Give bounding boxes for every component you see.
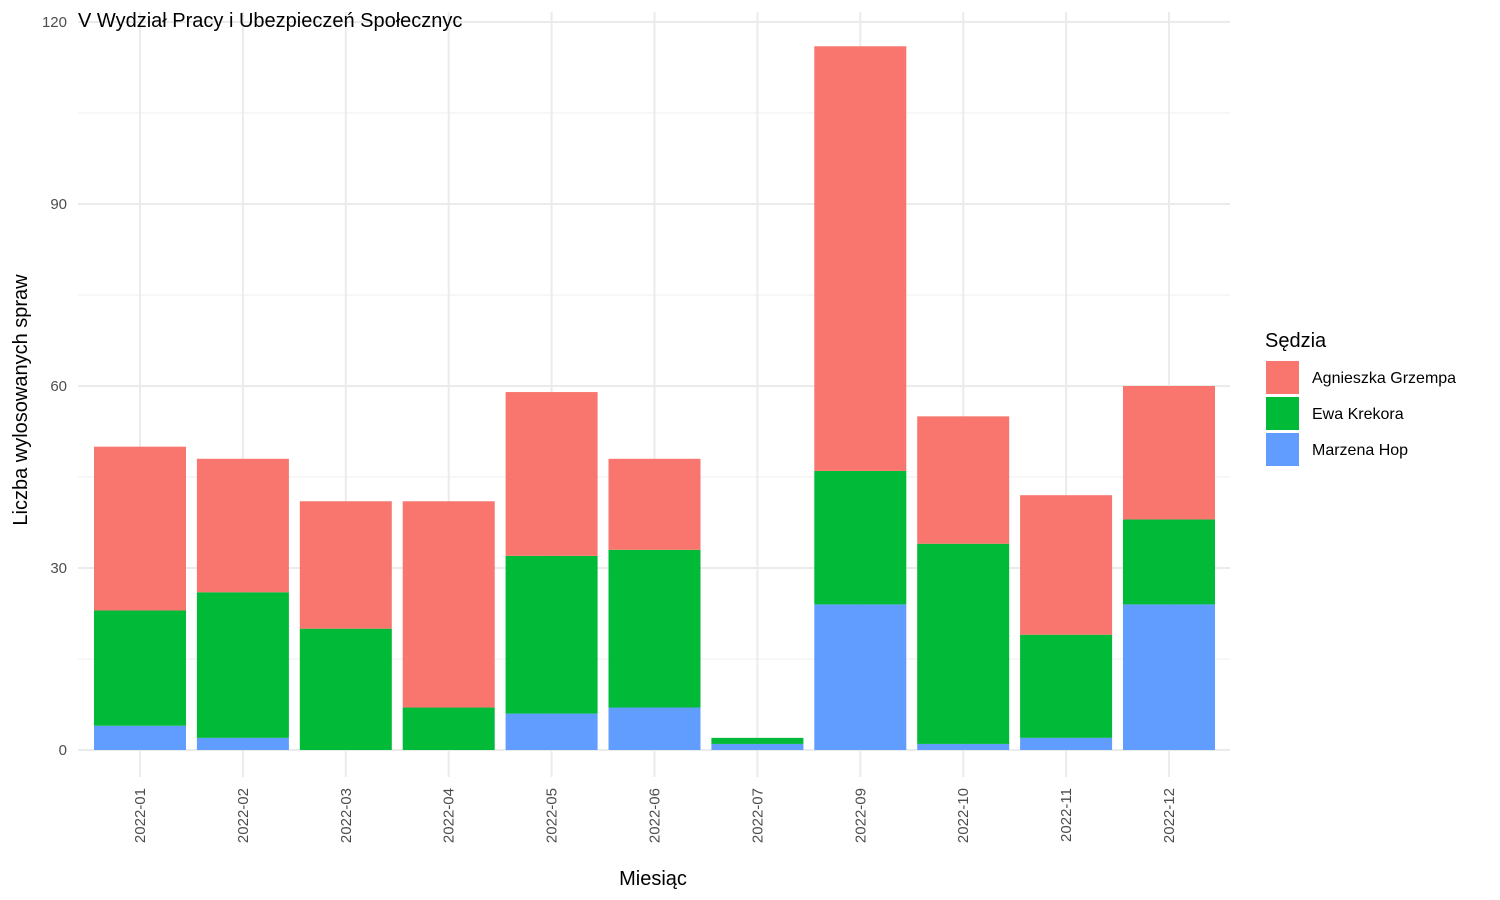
y-tick-labels: 0 30 60 90 120 [42,14,67,759]
x-tick-label: 2022-10 [955,788,972,843]
x-tick-label: 2022-11 [1058,788,1075,842]
bar-segment-2022-09-ewa-krekora [814,470,907,605]
bar-segment-2022-09-agnieszka-grzempa [814,46,907,471]
x-tick-label: 2022-05 [544,788,561,843]
bar-segment-2022-12-marzena-hop [1123,604,1215,750]
bar-segment-2022-11-agnieszka-grzempa [1020,495,1113,635]
bar-segment-2022-01-agnieszka-grzempa [94,446,186,611]
x-tick-label: 2022-02 [235,788,252,843]
bar-segment-2022-02-marzena-hop [196,737,289,750]
bar-segment-2022-02-ewa-krekora [196,592,289,738]
y-tick-label: 90 [50,196,67,213]
bar-segment-2022-09-marzena-hop [814,604,907,750]
y-tick-label: 120 [42,14,67,31]
bar-segment-2022-04-ewa-krekora [402,707,495,750]
bar-segment-2022-06-ewa-krekora [608,549,701,708]
bar-segment-2022-11-ewa-krekora [1020,634,1113,738]
bar-segment-2022-11-marzena-hop [1020,737,1113,750]
bar-segment-2022-01-ewa-krekora [94,610,186,726]
legend-swatch [1266,433,1299,466]
legend-swatch [1266,397,1299,430]
bar-segment-2022-10-marzena-hop [917,743,1010,750]
bar-segment-2022-04-agnieszka-grzempa [402,501,495,708]
legend-title: Sędzia [1265,330,1327,352]
y-tick-label: 0 [59,742,67,759]
legend-items: Agnieszka Grzempa Ewa Krekora Marzena Hop [1266,361,1456,466]
bar-segment-2022-01-marzena-hop [94,725,186,750]
y-axis-title: Liczba wylosowanych spraw [10,274,32,526]
bar-segment-2022-05-ewa-krekora [505,555,598,714]
y-tick-label: 30 [50,560,67,577]
bar-segment-2022-05-agnieszka-grzempa [505,392,598,556]
x-tick-label: 2022-04 [441,788,458,843]
bar-segment-2022-03-agnieszka-grzempa [299,501,392,629]
bar-segment-2022-10-ewa-krekora [917,543,1010,744]
bar-segment-2022-12-agnieszka-grzempa [1123,386,1215,520]
y-tick-label: 60 [50,378,67,395]
x-tick-label: 2022-07 [749,788,766,843]
bar-segment-2022-05-marzena-hop [505,713,598,750]
bar-segment-2022-07-ewa-krekora [711,737,804,744]
bars [94,46,1215,750]
x-axis-title: Miesiąc [619,868,687,890]
legend-label: Ewa Krekora [1312,406,1404,423]
bar-segment-2022-03-ewa-krekora [299,628,392,750]
legend-label: Agnieszka Grzempa [1312,370,1456,387]
x-tick-label: 2022-09 [852,788,869,843]
bar-segment-2022-12-ewa-krekora [1123,519,1215,605]
chart-title: V Wydział Pracy i Ubezpieczeń Społecznyc [78,10,462,32]
bar-segment-2022-02-agnieszka-grzempa [196,458,289,593]
x-tick-label: 2022-03 [338,788,355,843]
x-tick-label: 2022-01 [132,788,149,843]
bar-segment-2022-06-marzena-hop [608,707,701,750]
x-tick-label: 2022-12 [1161,788,1178,843]
bar-segment-2022-07-marzena-hop [711,743,804,750]
bar-segment-2022-10-agnieszka-grzempa [917,416,1010,544]
legend-label: Marzena Hop [1312,442,1408,459]
bar-segment-2022-06-agnieszka-grzempa [608,458,701,550]
legend-swatch [1266,361,1299,394]
x-tick-label: 2022-06 [647,788,664,843]
x-tick-labels: 2022-01 2022-02 2022-03 2022-04 2022-05 2022-… [132,788,1178,843]
legend: Sędzia Agnieszka Grzempa Ewa Krekora Marze… [1265,330,1456,466]
